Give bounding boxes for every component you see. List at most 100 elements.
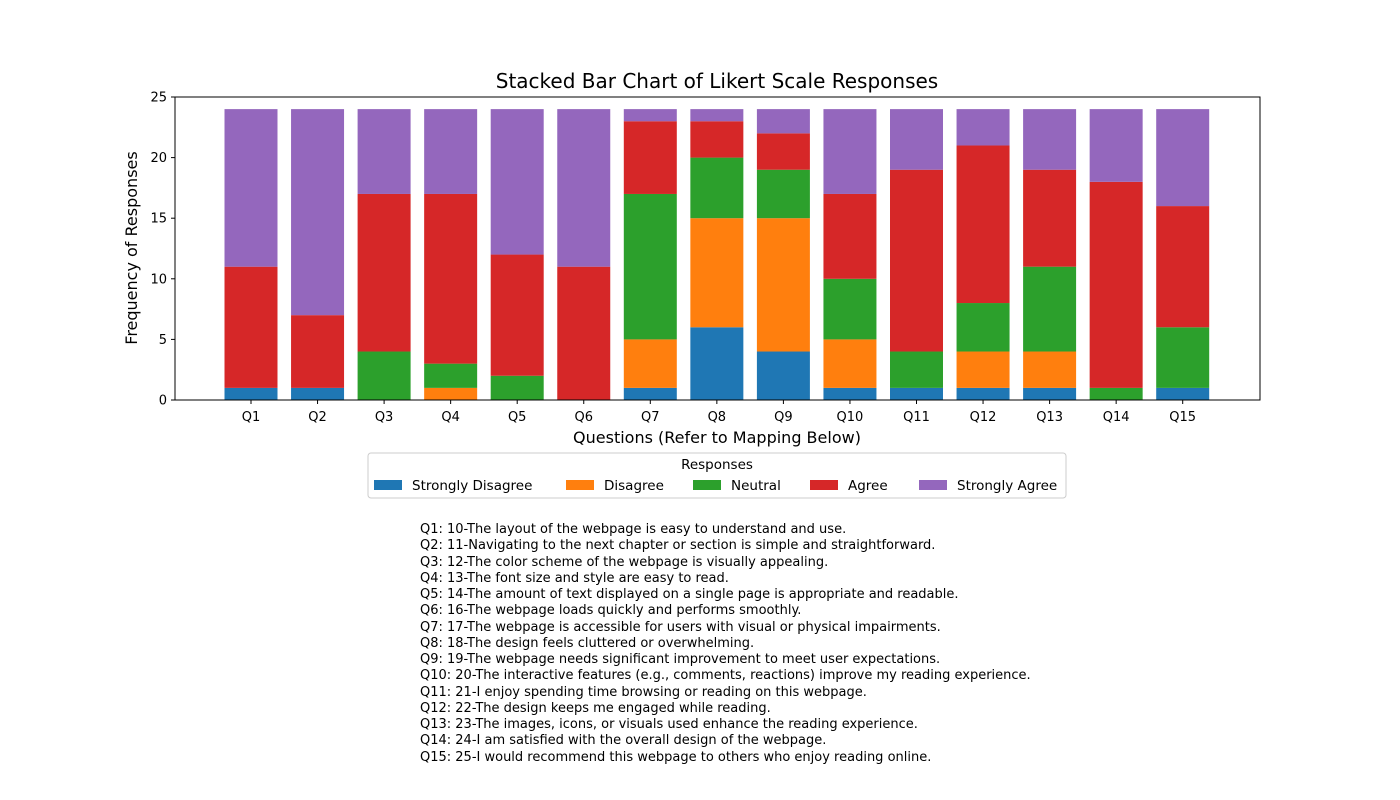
mapping-item: Q5: 14-The amount of text displayed on a… — [420, 587, 959, 602]
legend: Responses Strongly Disagree Disagree Neutr… — [367, 452, 1067, 499]
mapping-item: Q3: 12-The color scheme of the webpage i… — [420, 554, 829, 570]
bar-segment-q13-neutral — [1023, 266, 1077, 352]
mapping-item: Q11: 21-I enjoy spending time browsing o… — [420, 684, 867, 700]
x-tick-label: Q4 — [441, 410, 460, 425]
mapping-item: Q6: 16-The webpage loads quickly and per… — [420, 603, 802, 619]
bar-segment-q9-neutral — [756, 169, 810, 219]
bar-segment-q15-agree — [1156, 206, 1210, 328]
bar-segment-q15-neutral — [1156, 327, 1210, 388]
bar-segment-q1-strongly-disagree — [224, 387, 278, 400]
bar-segment-q2-agree — [291, 315, 345, 388]
x-tick-label: Q5 — [508, 410, 527, 425]
bar-segment-q5-agree — [490, 254, 544, 376]
x-tick-label: Q14 — [1103, 410, 1130, 425]
bar-segment-q1-strongly-agree — [224, 109, 278, 267]
bar-segment-q11-strongly-agree — [890, 109, 943, 170]
bar-segment-q10-neutral — [823, 278, 877, 340]
x-tick-label: Q12 — [970, 410, 997, 425]
x-tick-label: Q11 — [903, 410, 930, 425]
bar-segment-q9-disagree — [756, 218, 810, 352]
bar-segment-q8-neutral — [690, 157, 744, 219]
x-tick-label: Q3 — [375, 410, 394, 425]
bar-segment-q7-disagree — [623, 339, 677, 388]
bar-segment-q14-agree — [1089, 181, 1143, 388]
y-tick-label: 5 — [159, 333, 167, 348]
y-tick-label: 15 — [150, 212, 167, 227]
legend-frame — [367, 452, 1067, 499]
legend-swatch — [919, 480, 947, 490]
bar-segment-q9-agree — [756, 133, 810, 170]
mapping-item: Q12: 22-The design keeps me engaged whil… — [420, 700, 771, 716]
bar-segment-q13-strongly-agree — [1023, 109, 1077, 170]
bar-segment-q6-strongly-agree — [557, 109, 611, 267]
legend-swatch — [566, 480, 594, 490]
mapping-item: Q14: 24-I am satisfied with the overall … — [420, 733, 827, 749]
mapping-item: Q4: 13-The font size and style are easy … — [420, 570, 729, 586]
y-tick-label: 25 — [150, 91, 167, 106]
mapping-item: Q10: 20-The interactive features (e.g., … — [420, 668, 1031, 684]
bar-segment-q8-strongly-agree — [690, 109, 744, 122]
bar-segment-q10-agree — [823, 193, 877, 279]
bar-segment-q10-strongly-agree — [823, 109, 877, 194]
bar-segment-q4-disagree — [424, 387, 478, 400]
bar-segment-q8-disagree — [690, 218, 744, 328]
legend-items: Strongly Disagree Disagree Neutral Agree Str… — [374, 478, 1057, 494]
bar-segment-q4-agree — [424, 193, 478, 364]
bar-segment-q12-disagree — [956, 351, 1010, 388]
bar-segment-q5-strongly-agree — [490, 109, 544, 255]
bar-segment-q11-agree — [890, 169, 943, 352]
y-axis: 0 5 10 15 20 25 — [150, 91, 175, 409]
bar-segment-q9-strongly-disagree — [756, 351, 810, 400]
bar-segment-q2-strongly-disagree — [291, 387, 345, 400]
mapping-item: Q15: 25-I would recommend this webpage t… — [420, 749, 932, 765]
x-tick-label: Q6 — [574, 410, 593, 425]
y-axis-label: Frequency of Responses — [122, 151, 141, 344]
x-tick-label: Q9 — [774, 410, 793, 425]
bar-segment-q14-strongly-agree — [1089, 109, 1143, 182]
mapping-item: Q9: 19-The webpage needs significant imp… — [420, 652, 941, 667]
y-tick-label: 20 — [150, 151, 167, 166]
x-tick-label: Q7 — [641, 410, 660, 425]
bar-segment-q7-agree — [623, 121, 677, 194]
bar-segment-q11-neutral — [890, 351, 943, 388]
x-axis-label: Questions (Refer to Mapping Below) — [573, 428, 861, 447]
bar-segment-q14-neutral — [1089, 387, 1143, 400]
x-axis: Q1 Q2 Q3 Q4 Q5 Q6 Q7 Q8 Q9 Q10 Q11 Q12 Q13 Q14 Q15 — [242, 400, 1196, 425]
bar-segment-q12-neutral — [956, 303, 1010, 352]
bar-segment-q7-neutral — [623, 193, 677, 340]
bar-segment-q13-agree — [1023, 169, 1077, 267]
bar-segment-q8-agree — [690, 121, 744, 158]
bar-segment-q4-strongly-agree — [424, 109, 478, 194]
legend-entry: Disagree — [604, 478, 664, 494]
mapping-item: Q7: 17-The webpage is accessible for use… — [420, 619, 941, 635]
bar-segment-q2-strongly-agree — [291, 109, 345, 316]
legend-entry: Strongly Disagree — [412, 478, 532, 494]
bar-segment-q3-strongly-agree — [357, 109, 411, 194]
legend-swatch — [693, 480, 721, 490]
bar-segment-q10-disagree — [823, 339, 877, 388]
bar-segment-q12-agree — [956, 145, 1010, 304]
bar-segment-q9-strongly-agree — [756, 109, 810, 134]
bar-segment-q3-agree — [357, 193, 411, 352]
legend-entry: Agree — [848, 478, 888, 494]
bar-segment-q13-disagree — [1023, 351, 1077, 388]
mapping-item: Q13: 23-The images, icons, or visuals us… — [420, 717, 918, 732]
bar-segment-q12-strongly-disagree — [956, 387, 1010, 400]
bar-segment-q6-agree — [557, 266, 611, 400]
bar-segment-q10-strongly-disagree — [823, 387, 877, 400]
mapping-item: Q2: 11-Navigating to the next chapter or… — [420, 538, 936, 554]
x-tick-label: Q8 — [708, 410, 727, 425]
legend-entry: Strongly Agree — [957, 478, 1057, 494]
bar-segment-q5-neutral — [490, 375, 544, 400]
y-tick-label: 0 — [159, 394, 167, 409]
bar-segment-q8-strongly-disagree — [690, 327, 744, 400]
legend-title: Responses — [681, 457, 753, 473]
x-tick-label: Q13 — [1036, 410, 1063, 425]
bar-segment-q13-strongly-disagree — [1023, 387, 1077, 400]
y-tick-label: 10 — [150, 272, 167, 287]
x-tick-label: Q15 — [1169, 410, 1196, 425]
bar-segment-q7-strongly-agree — [623, 109, 677, 122]
bar-segment-q15-strongly-agree — [1156, 109, 1210, 207]
legend-swatch — [810, 480, 838, 490]
